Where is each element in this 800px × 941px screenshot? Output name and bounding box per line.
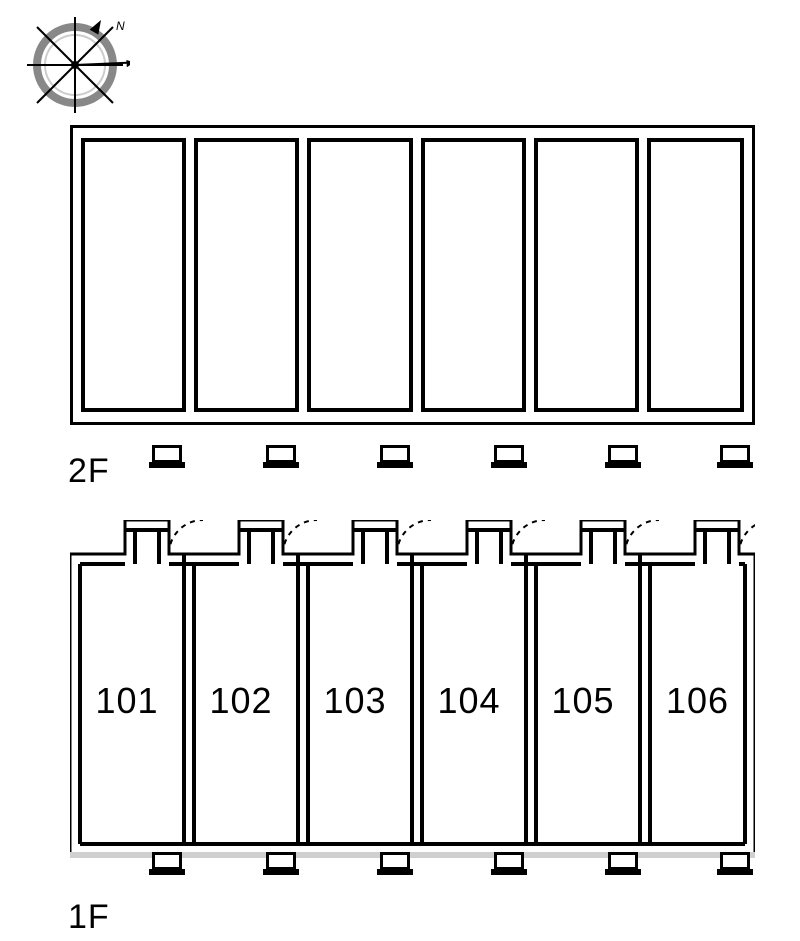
step-marker xyxy=(380,852,410,870)
step-marker xyxy=(720,852,750,870)
unit-2f-3 xyxy=(299,128,412,422)
compass-label: N xyxy=(116,19,125,33)
step-marker xyxy=(494,852,524,870)
room-label: 106 xyxy=(640,680,755,722)
step-marker xyxy=(152,852,182,870)
unit-1f-5: 105 xyxy=(526,520,640,854)
step-marker xyxy=(266,852,296,870)
unit-2f-1 xyxy=(73,128,186,422)
step-marker xyxy=(608,852,638,870)
room-label: 101 xyxy=(70,680,184,722)
unit-1f-1: 101 xyxy=(70,520,184,854)
unit-1f-2: 102 xyxy=(184,520,298,854)
floorplan-diagram: N 2F xyxy=(0,0,800,941)
floor-1-label: 1F xyxy=(68,898,110,937)
floor-2-units xyxy=(73,128,752,422)
step-marker xyxy=(494,445,524,463)
unit-1f-3: 103 xyxy=(298,520,412,854)
step-marker xyxy=(266,445,296,463)
step-marker xyxy=(720,445,750,463)
unit-2f-5 xyxy=(526,128,639,422)
unit-2f-6 xyxy=(639,128,752,422)
compass-icon: N xyxy=(20,10,130,120)
floor-2-label: 2F xyxy=(68,452,110,491)
floor-2 xyxy=(70,125,755,445)
room-label: 105 xyxy=(526,680,640,722)
step-marker xyxy=(152,445,182,463)
floor-1: 101 102 103 104 105 106 xyxy=(70,520,755,880)
unit-2f-2 xyxy=(186,128,299,422)
step-marker xyxy=(380,445,410,463)
room-label: 102 xyxy=(184,680,298,722)
room-label: 103 xyxy=(298,680,412,722)
unit-1f-4: 104 xyxy=(412,520,526,854)
unit-2f-4 xyxy=(413,128,526,422)
room-label: 104 xyxy=(412,680,526,722)
unit-1f-6: 106 xyxy=(640,520,755,854)
step-marker xyxy=(608,445,638,463)
floor-2-outline xyxy=(70,125,755,425)
